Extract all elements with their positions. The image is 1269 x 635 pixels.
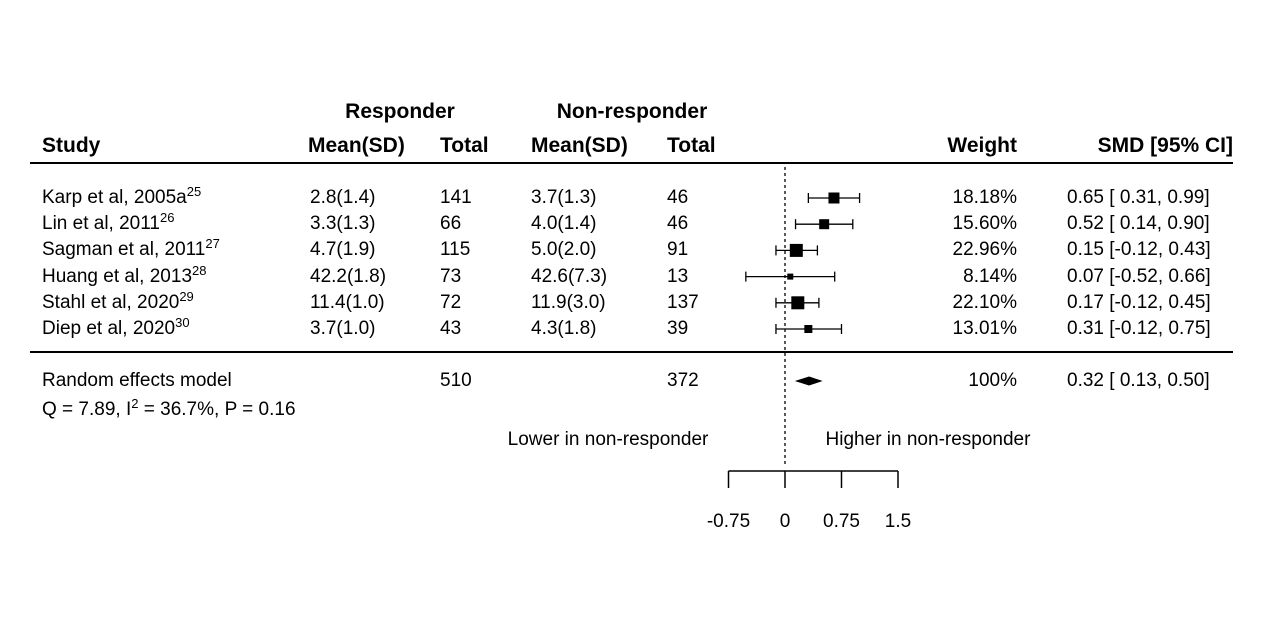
- nonresponder-total: 46: [667, 213, 689, 235]
- nonresponder-mean-sd: 42.6(7.3): [531, 265, 608, 287]
- smd-value: 0.07 [-0.52, 0.66]: [1067, 265, 1211, 287]
- summary-weight: 100%: [968, 370, 1017, 391]
- summary-nonresponder-total: 372: [667, 370, 699, 391]
- responder-mean-sd: 42.2(1.8): [310, 265, 387, 287]
- header-rule: [30, 162, 1233, 164]
- nonresponder-mean-sd: 5.0(2.0): [531, 239, 597, 261]
- responder-total: 43: [440, 318, 462, 339]
- effect-size-square: [789, 243, 803, 257]
- study-ref-superscript: 25: [186, 184, 202, 199]
- x-axis-tick-label: 0.75: [823, 511, 860, 532]
- x-axis-tick-label: 0: [780, 511, 791, 532]
- study-row: Stahl et al, 202029 11.4(1.0) 72 11.9(3.0) 1…: [0, 288, 1269, 314]
- column-header-responder-mean-sd: Mean(SD): [308, 134, 405, 157]
- nonresponder-mean-sd: 3.7(1.3): [531, 187, 597, 208]
- het-prefix: Q = 7.89, I: [42, 399, 132, 420]
- study-ref-superscript: 26: [159, 210, 175, 226]
- nonresponder-mean-sd: 11.9(3.0): [531, 291, 606, 313]
- responder-mean-sd: 2.8(1.4): [310, 187, 376, 208]
- study-ref-superscript: 30: [175, 315, 190, 330]
- study-row: Karp et al, 2005a25 2.8(1.4) 141 3.7(1.3) 46…: [0, 184, 1269, 209]
- study-ref-superscript: 27: [205, 236, 220, 252]
- column-header-nonresponder-total: Total: [667, 134, 716, 157]
- nonresponder-total: 91: [667, 239, 689, 261]
- responder-total: 66: [440, 213, 462, 235]
- study-label: Lin et al, 201126: [42, 210, 175, 235]
- effect-size-square: [828, 192, 840, 204]
- weight-value: 22.96%: [952, 239, 1017, 261]
- heterogeneity-stats: Q = 7.89, I2 = 36.7%, P = 0.16: [42, 396, 296, 421]
- nonresponder-mean-sd: 4.3(1.8): [531, 318, 597, 339]
- het-superscript: 2: [131, 396, 139, 411]
- weight-value: 8.14%: [963, 265, 1017, 287]
- responder-total: 115: [440, 239, 471, 261]
- study-label: Sagman et al, 201127: [42, 236, 220, 261]
- nonresponder-mean-sd: 4.0(1.4): [531, 213, 597, 235]
- weight-value: 22.10%: [952, 291, 1017, 313]
- x-axis-tick-label: 1.5: [885, 511, 911, 532]
- study-label: Stahl et al, 202029: [42, 288, 194, 313]
- column-header-study: Study: [42, 134, 101, 157]
- summary-smd: 0.32 [ 0.13, 0.50]: [1067, 370, 1210, 391]
- summary-diamond: [794, 376, 823, 386]
- responder-total: 72: [440, 291, 462, 313]
- column-header-responder-total: Total: [440, 134, 489, 157]
- study-label: Diep et al, 202030: [42, 315, 190, 339]
- responder-mean-sd: 3.7(1.0): [310, 318, 376, 339]
- group-header-nonresponder: Non-responder: [556, 100, 708, 123]
- nonresponder-total: 137: [667, 291, 699, 313]
- het-suffix: = 36.7%, P = 0.16: [138, 399, 296, 420]
- direction-label-lower: Lower in non-responder: [507, 429, 709, 450]
- summary-rule: [30, 351, 1233, 353]
- responder-total: 141: [440, 187, 472, 208]
- effect-size-square: [804, 325, 813, 333]
- responder-mean-sd: 11.4(1.0): [310, 291, 385, 313]
- nonresponder-total: 46: [667, 187, 689, 208]
- summary-responder-total: 510: [440, 370, 472, 391]
- study-label: Huang et al, 201328: [42, 262, 207, 287]
- smd-value: 0.15 [-0.12, 0.43]: [1067, 239, 1211, 261]
- column-header-nonresponder-mean-sd: Mean(SD): [531, 134, 628, 157]
- smd-value: 0.17 [-0.12, 0.45]: [1067, 291, 1211, 313]
- weight-value: 18.18%: [952, 187, 1017, 208]
- study-row: Lin et al, 201126 3.3(1.3) 66 4.0(1.4) 46 15.…: [0, 210, 1269, 235]
- responder-mean-sd: 4.7(1.9): [310, 239, 376, 261]
- study-ref-superscript: 28: [192, 262, 207, 278]
- smd-value: 0.65 [ 0.31, 0.99]: [1067, 187, 1210, 208]
- group-header-responder: Responder: [345, 100, 455, 123]
- responder-mean-sd: 3.3(1.3): [310, 213, 376, 235]
- study-row: Sagman et al, 201127 4.7(1.9) 115 5.0(2.0) 9…: [0, 236, 1269, 261]
- effect-size-square: [787, 273, 794, 280]
- effect-size-square: [791, 296, 805, 310]
- effect-size-square: [819, 219, 830, 230]
- column-header-smd: SMD [95% CI]: [1097, 134, 1233, 157]
- nonresponder-total: 39: [667, 318, 689, 339]
- smd-value: 0.31 [-0.12, 0.75]: [1067, 318, 1211, 339]
- summary-label: Random effects model: [42, 370, 232, 391]
- x-axis-tick-label: -0.75: [707, 511, 750, 532]
- study-label: Karp et al, 2005a25: [42, 184, 202, 208]
- study-row: Diep et al, 202030 3.7(1.0) 43 4.3(1.8) 39 13…: [0, 315, 1269, 340]
- direction-label-higher: Higher in non-responder: [825, 429, 1031, 450]
- column-header-weight: Weight: [947, 134, 1017, 157]
- weight-value: 15.60%: [952, 213, 1017, 235]
- study-row: Huang et al, 201328 42.2(1.8) 73 42.6(7.3) 1…: [0, 262, 1269, 288]
- smd-value: 0.52 [ 0.14, 0.90]: [1067, 213, 1210, 235]
- weight-value: 13.01%: [952, 318, 1017, 339]
- nonresponder-total: 13: [667, 265, 689, 287]
- study-ref-superscript: 29: [179, 288, 194, 304]
- responder-total: 73: [440, 265, 462, 287]
